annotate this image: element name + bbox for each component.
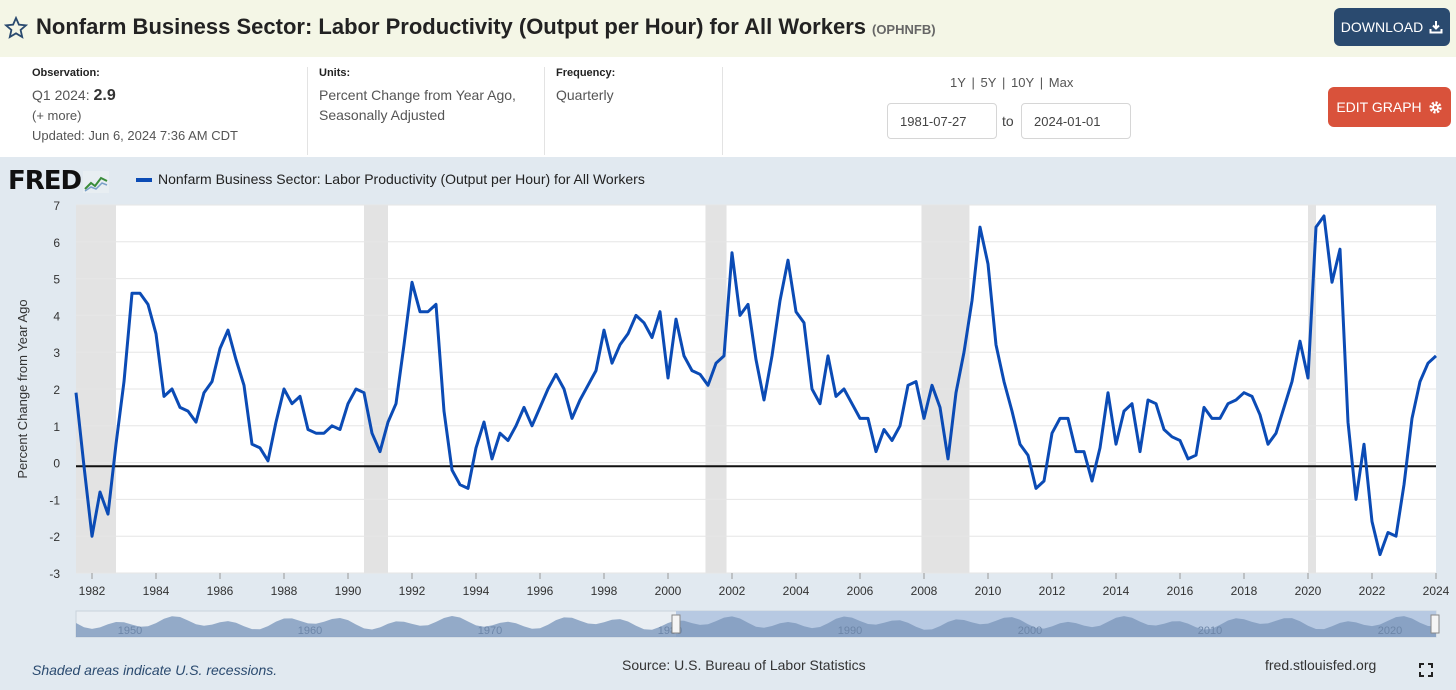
y-tick-label: 5 bbox=[53, 273, 60, 287]
navigator-left-handle[interactable] bbox=[671, 614, 681, 634]
series-line bbox=[74, 214, 1438, 557]
range-5y[interactable]: 5Y bbox=[980, 75, 997, 90]
navigator-label: 2000 bbox=[1018, 625, 1042, 637]
range-10y[interactable]: 10Y bbox=[1011, 75, 1035, 90]
fullscreen-icon[interactable] bbox=[1419, 663, 1433, 677]
range-max[interactable]: Max bbox=[1048, 75, 1074, 90]
y-tick-label: -3 bbox=[49, 567, 60, 581]
range-buttons: 1Y | 5Y | 10Y | Max bbox=[950, 75, 1074, 90]
x-tick-label: 2014 bbox=[1103, 584, 1130, 598]
download-button[interactable]: DOWNLOAD bbox=[1334, 8, 1450, 46]
series-id: (OPHNFB) bbox=[871, 22, 936, 37]
x-tick-label: 2004 bbox=[783, 584, 810, 598]
y-tick-label: 1 bbox=[53, 420, 60, 434]
x-tick-label: 2012 bbox=[1039, 584, 1066, 598]
grid-lines bbox=[76, 204, 1436, 574]
x-tick-label: 2016 bbox=[1167, 584, 1194, 598]
navigator-overview bbox=[76, 616, 1436, 637]
y-tick-label: 7 bbox=[53, 199, 60, 213]
units-line2: Seasonally Adjusted bbox=[319, 107, 446, 123]
x-tick-label: 2018 bbox=[1231, 584, 1258, 598]
x-tick-label: 1998 bbox=[591, 584, 618, 598]
x-tick-label: 1982 bbox=[79, 584, 106, 598]
download-label: DOWNLOAD bbox=[1340, 19, 1424, 35]
units-line1: Percent Change from Year Ago, bbox=[319, 87, 516, 103]
frequency-label: Frequency: bbox=[556, 67, 616, 79]
recession-note: Shaded areas indicate U.S. recessions. bbox=[32, 662, 278, 678]
x-tick-label: 2024 bbox=[1423, 584, 1450, 598]
legend-label: Nonfarm Business Sector: Labor Productiv… bbox=[158, 171, 645, 187]
more-link[interactable]: (+ more) bbox=[32, 108, 82, 123]
navigator-label: 1960 bbox=[298, 625, 322, 637]
frequency-block: Frequency: Quarterly bbox=[556, 67, 723, 155]
edit-graph-label: EDIT GRAPH bbox=[1336, 99, 1422, 115]
legend-swatch bbox=[136, 178, 152, 182]
navigator-label: 1970 bbox=[478, 625, 502, 637]
gear-icon bbox=[1429, 100, 1442, 114]
units-label: Units: bbox=[319, 67, 351, 79]
navigator-label: 1990 bbox=[838, 625, 862, 637]
x-tick-label: 2006 bbox=[847, 584, 874, 598]
x-tick-label: 2010 bbox=[975, 584, 1002, 598]
edit-graph-button[interactable]: EDIT GRAPH bbox=[1328, 87, 1451, 127]
observation-block: Observation: Q1 2024: 2.9 (+ more) Updat… bbox=[32, 67, 308, 155]
meta-row: Observation: Q1 2024: 2.9 (+ more) Updat… bbox=[0, 57, 1456, 157]
end-date-input[interactable]: 2024-01-01 bbox=[1021, 103, 1131, 139]
navigator-labels: 1950 1960 1970 1980 1990 2000 2010 2020 bbox=[118, 625, 1402, 637]
x-tick-label: 1986 bbox=[207, 584, 234, 598]
fred-logo: FRED bbox=[8, 166, 110, 196]
y-axis-label: Percent Change from Year Ago bbox=[15, 299, 30, 478]
start-date-input[interactable]: 1981-07-27 bbox=[887, 103, 997, 139]
x-tick-label: 1992 bbox=[399, 584, 426, 598]
x-tick-label: 1990 bbox=[335, 584, 362, 598]
page-title: Nonfarm Business Sector: Labor Productiv… bbox=[36, 14, 936, 40]
y-tick-label: -1 bbox=[49, 493, 60, 507]
updated-text: Updated: Jun 6, 2024 7:36 AM CDT bbox=[32, 128, 238, 143]
x-tick-label: 1988 bbox=[271, 584, 298, 598]
y-tick-label: 6 bbox=[53, 236, 60, 250]
y-tick-label: 4 bbox=[53, 309, 60, 323]
download-icon bbox=[1429, 21, 1443, 34]
y-tick-label: 0 bbox=[53, 457, 60, 471]
fred-logo-text: FRED bbox=[8, 166, 82, 196]
to-label: to bbox=[1002, 113, 1014, 129]
x-tick-label: 2000 bbox=[655, 584, 682, 598]
units-block: Units: Percent Change from Year Ago, Sea… bbox=[319, 67, 545, 155]
observation-value: 2.9 bbox=[93, 87, 116, 104]
y-tick-label: -2 bbox=[49, 530, 60, 544]
x-tick-label: 1996 bbox=[527, 584, 554, 598]
series-title: Nonfarm Business Sector: Labor Productiv… bbox=[36, 14, 866, 39]
x-tick-label: 2002 bbox=[719, 584, 746, 598]
title-bar: Nonfarm Business Sector: Labor Productiv… bbox=[0, 0, 1456, 57]
site-link[interactable]: fred.stlouisfed.org bbox=[1265, 657, 1377, 673]
source-text: Source: U.S. Bureau of Labor Statistics bbox=[622, 657, 866, 673]
x-tick-label: 1994 bbox=[463, 584, 490, 598]
observation-label: Observation: bbox=[32, 67, 100, 79]
observation-period: Q1 2024: bbox=[32, 87, 90, 103]
fred-logo-chart-icon bbox=[83, 170, 110, 193]
navigator-label: 2010 bbox=[1198, 625, 1222, 637]
navigator-right-handle[interactable] bbox=[1430, 614, 1440, 634]
x-tick-label: 1984 bbox=[143, 584, 170, 598]
navigator[interactable]: 1950 1960 1970 1980 1990 2000 2010 2020 bbox=[75, 610, 1440, 638]
range-1y[interactable]: 1Y bbox=[950, 75, 966, 90]
y-tick-label: 3 bbox=[53, 346, 60, 360]
x-tick-label: 2008 bbox=[911, 584, 938, 598]
y-tick-label: 2 bbox=[53, 383, 60, 397]
x-tick-label: 2020 bbox=[1295, 584, 1322, 598]
navigator-label: 1950 bbox=[118, 625, 142, 637]
y-axis-ticks: -3 -2 -1 0 1 2 3 4 5 6 7 bbox=[49, 199, 60, 581]
x-tick-label: 2022 bbox=[1359, 584, 1386, 598]
frequency-value: Quarterly bbox=[556, 87, 614, 103]
star-icon[interactable] bbox=[4, 16, 28, 40]
navigator-label: 2020 bbox=[1378, 625, 1402, 637]
x-axis-ticks: 1982 1984 1986 1988 1990 1992 1994 1996 1998 2000… bbox=[79, 573, 1450, 598]
